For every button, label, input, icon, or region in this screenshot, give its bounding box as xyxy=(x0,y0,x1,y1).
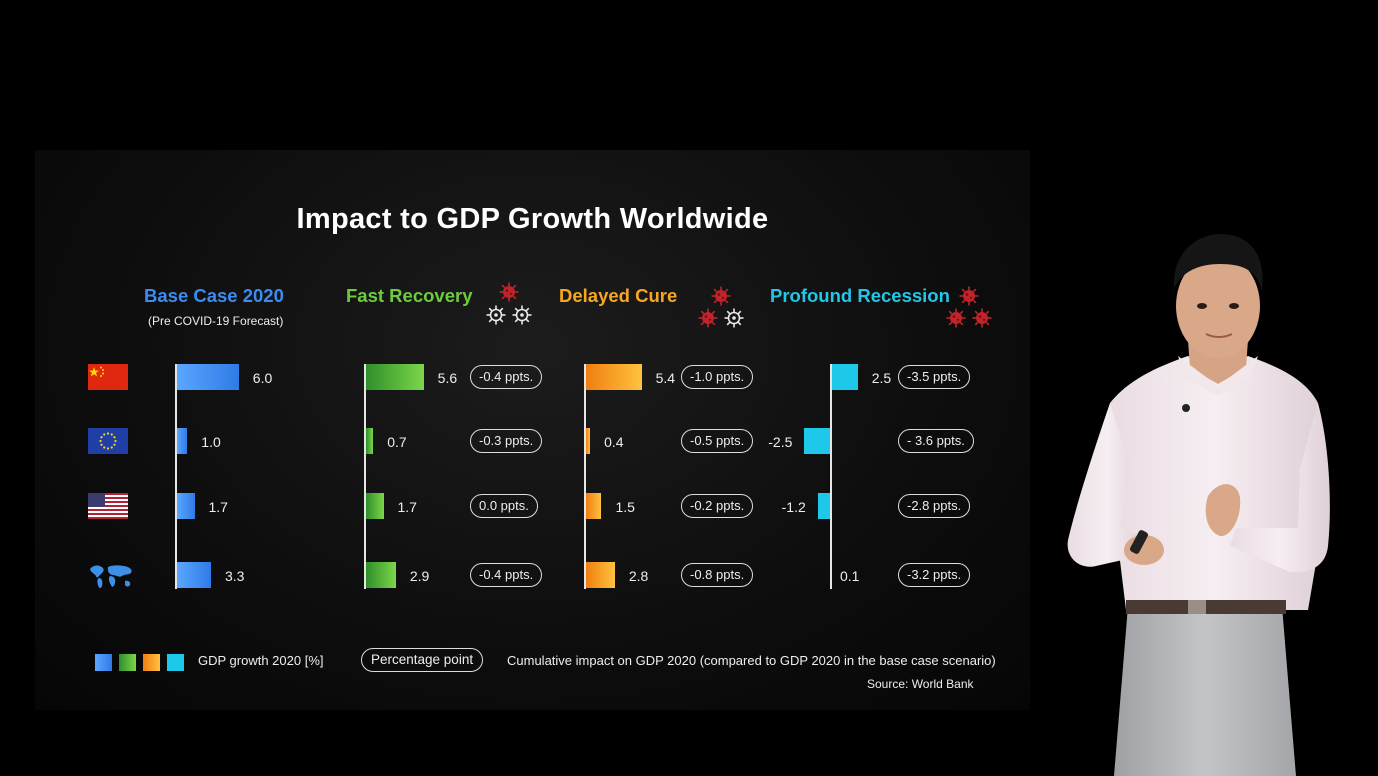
scenario-title-delayed-cure: Delayed Cure xyxy=(559,285,678,306)
legend-swatch-profound xyxy=(167,654,184,671)
bar-fast-recovery-china xyxy=(366,364,424,390)
bar-delayed-cure-usa xyxy=(586,493,602,519)
bar-profound-recession-eu xyxy=(804,428,830,454)
value-label-base-case-2020-usa: 1.7 xyxy=(208,499,228,515)
value-label-base-case-2020-world: 3.3 xyxy=(224,568,245,584)
bar-profound-recession-usa xyxy=(817,493,830,519)
impact-pill-profound-recession-world: -3.2 ppts. xyxy=(898,563,971,587)
virus-icon xyxy=(945,307,967,328)
scenario-title-profound-recession: Profound Recession xyxy=(770,285,950,306)
virus-icon-group-delayed xyxy=(697,285,745,328)
virus-icon xyxy=(511,304,533,326)
legend-swatch-base xyxy=(95,654,112,671)
virus-icon xyxy=(498,282,520,303)
bar-fast-recovery-usa xyxy=(366,493,384,519)
impact-pill-delayed-cure-china: -1.0 ppts. xyxy=(681,365,754,389)
value-label-profound-recession-usa: -1.2 xyxy=(781,499,806,515)
impact-pill-delayed-cure-eu: -0.5 ppts. xyxy=(681,429,754,453)
eu-flag-icon xyxy=(88,428,128,454)
bar-base-case-2020-world xyxy=(177,562,211,588)
scenario-title-base: Base Case 2020 xyxy=(144,285,284,306)
impact-pill-fast-recovery-china: -0.4 ppts. xyxy=(470,365,543,389)
impact-pill-profound-recession-usa: -2.8 ppts. xyxy=(898,494,971,518)
bar-base-case-2020-eu xyxy=(177,428,188,454)
virus-icon-group-fast xyxy=(485,282,533,326)
impact-pill-fast-recovery-world: -0.4 ppts. xyxy=(470,563,543,587)
virus-icon xyxy=(485,304,507,326)
bar-fast-recovery-world xyxy=(366,562,396,588)
axis-delayed-cure xyxy=(584,364,586,589)
bar-delayed-cure-world xyxy=(586,562,615,588)
source-label: Source: World Bank xyxy=(867,677,974,691)
value-label-delayed-cure-eu: 0.4 xyxy=(604,434,624,450)
value-label-delayed-cure-world: 2.8 xyxy=(628,568,649,584)
axis-profound-recession xyxy=(830,364,832,589)
value-label-profound-recession-china: 2.5 xyxy=(871,370,892,386)
legend-swatch-fast xyxy=(119,654,136,671)
scenario-title-fast-recovery: Fast Recovery xyxy=(346,285,473,306)
virus-icon xyxy=(723,307,745,328)
bar-fast-recovery-eu xyxy=(366,428,374,454)
bar-base-case-2020-usa xyxy=(177,493,195,519)
bar-delayed-cure-china xyxy=(586,364,642,390)
china-flag-icon xyxy=(88,364,128,390)
world-map-icon xyxy=(90,565,132,589)
bar-base-case-2020-china xyxy=(177,364,239,390)
bar-delayed-cure-eu xyxy=(586,428,591,454)
value-label-base-case-2020-eu: 1.0 xyxy=(201,434,221,450)
legend-cumulative-label: Cumulative impact on GDP 2020 (compared … xyxy=(507,653,996,668)
legend-percentage-pill: Percentage point xyxy=(361,648,484,672)
virus-icon xyxy=(971,307,993,328)
value-label-fast-recovery-usa: 1.7 xyxy=(397,499,417,515)
virus-icon xyxy=(958,285,980,307)
virus-icon xyxy=(710,285,732,307)
legend-swatch-delayed xyxy=(143,654,160,671)
impact-pill-profound-recession-eu: - 3.6 ppts. xyxy=(898,429,974,453)
value-label-base-case-2020-china: 6.0 xyxy=(252,370,273,386)
usa-flag-icon xyxy=(88,493,128,519)
bar-profound-recession-china xyxy=(832,364,858,390)
scenario-subtitle-base: (Pre COVID-19 Forecast) xyxy=(148,314,284,328)
value-label-delayed-cure-china: 5.4 xyxy=(655,370,676,386)
value-label-fast-recovery-eu: 0.7 xyxy=(387,434,407,450)
value-label-delayed-cure-usa: 1.5 xyxy=(615,499,635,515)
virus-icon xyxy=(697,307,719,328)
impact-pill-fast-recovery-eu: -0.3 ppts. xyxy=(470,429,543,453)
chart-title: Impact to GDP Growth Worldwide xyxy=(296,203,769,235)
virus-icon-group-profound xyxy=(945,285,993,328)
value-label-profound-recession-eu: -2.5 xyxy=(768,434,793,450)
impact-pill-fast-recovery-usa: 0.0 ppts. xyxy=(470,494,538,518)
value-label-profound-recession-world: 0.1 xyxy=(840,568,860,584)
legend-gdp-label: GDP growth 2020 [%] xyxy=(198,653,324,668)
impact-pill-profound-recession-china: -3.5 ppts. xyxy=(898,365,971,389)
value-label-fast-recovery-china: 5.6 xyxy=(437,370,458,386)
presenter-video xyxy=(1067,234,1330,776)
impact-pill-delayed-cure-usa: -0.2 ppts. xyxy=(681,494,754,518)
value-label-fast-recovery-world: 2.9 xyxy=(409,568,430,584)
axis-base xyxy=(175,364,177,589)
axis-fast-recovery xyxy=(364,364,366,589)
impact-pill-delayed-cure-world: -0.8 ppts. xyxy=(681,563,754,587)
